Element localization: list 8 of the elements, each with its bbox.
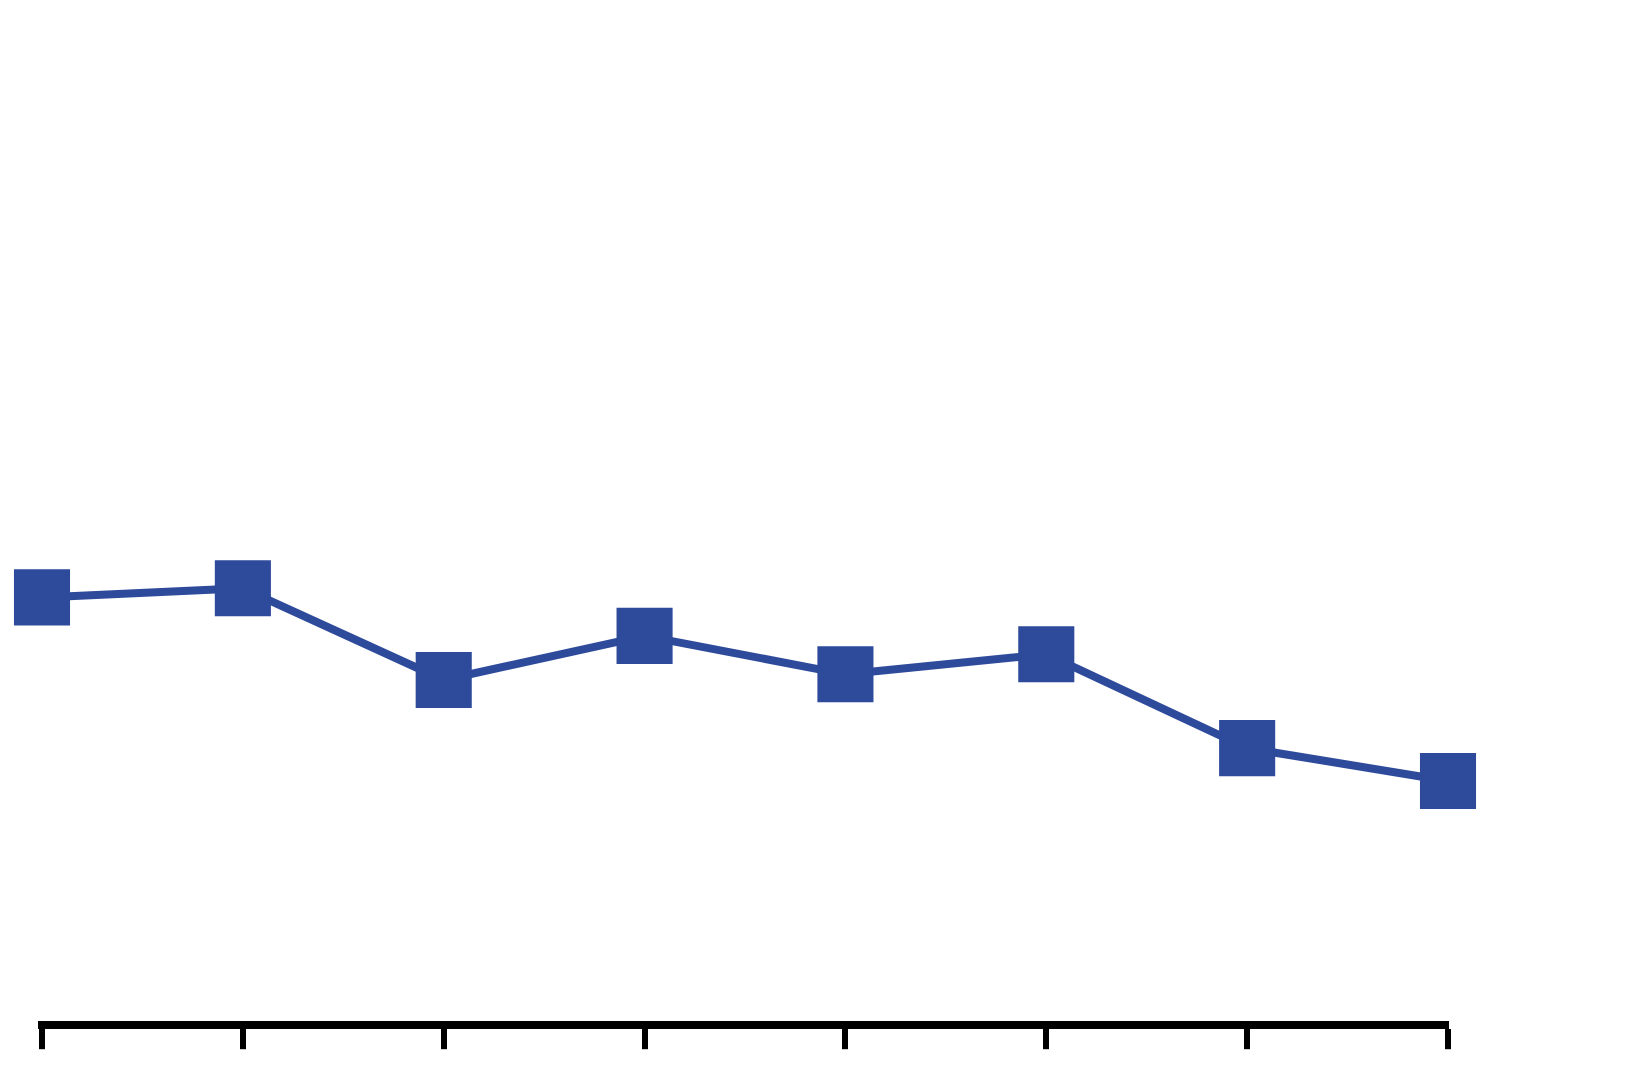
- point: [817, 646, 874, 703]
- point: [214, 560, 271, 617]
- point: [616, 607, 673, 664]
- point: [1219, 720, 1276, 777]
- point: [13, 569, 71, 626]
- point: [1018, 626, 1075, 683]
- point: [415, 651, 472, 709]
- point: [1419, 752, 1477, 809]
